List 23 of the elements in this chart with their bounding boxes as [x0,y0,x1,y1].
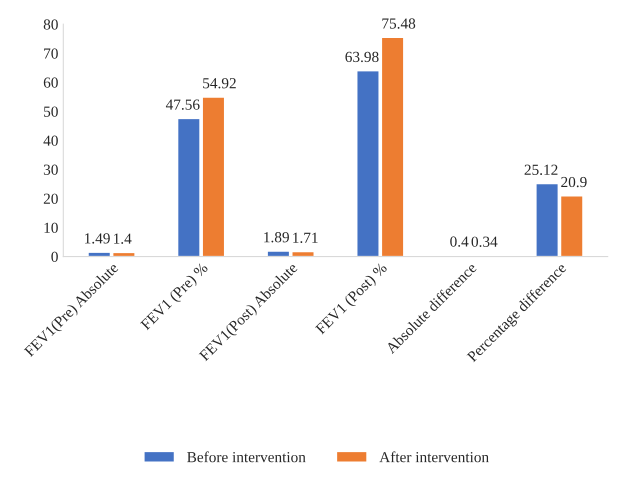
y-tick-label: 80 [44,19,58,30]
legend-label: After intervention [379,451,489,462]
data-label: 1.89 [264,232,289,242]
data-label: 63.98 [345,52,379,62]
y-tick-label: 50 [44,106,58,117]
data-label: 0.4 [450,236,468,247]
y-tick-label: 20 [44,194,58,204]
data-label: 47.56 [166,99,200,110]
y-tick-label: 60 [44,77,58,88]
data-label: 0.34 [472,236,498,247]
y-tick-label: 70 [44,48,58,59]
y-tick-label: 0 [51,252,58,262]
data-label: 1.4 [114,234,132,244]
data-label: 1.49 [85,233,110,244]
data-label: 25.12 [524,164,558,175]
data-label: 1.71 [293,232,318,243]
data-label: 75.48 [382,18,416,29]
data-label: 20.9 [561,176,587,188]
legend-label: Before intervention [187,451,306,462]
y-tick-label: 40 [43,136,58,146]
y-tick-label: 30 [44,164,58,175]
y-tick-label: 10 [44,222,58,233]
data-label: 54.92 [203,78,236,88]
